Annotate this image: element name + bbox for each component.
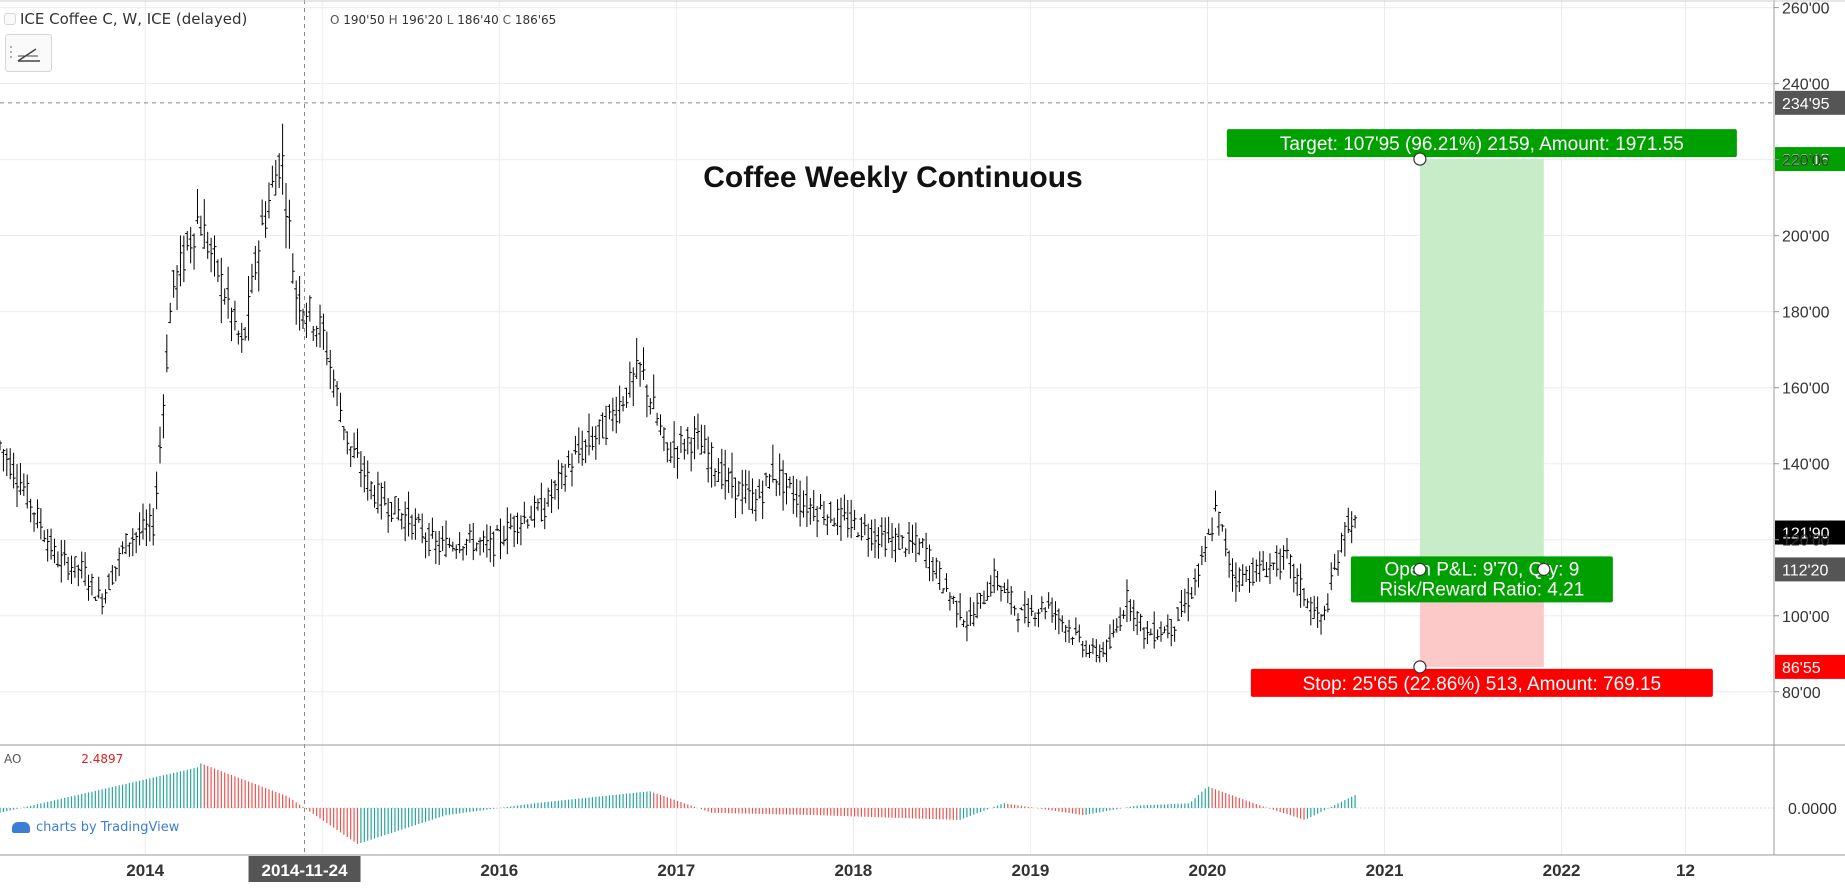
time-tick-label: 2018	[834, 861, 872, 880]
last-price-axis-box	[1775, 520, 1845, 545]
branding-text: charts by TradingView	[36, 820, 180, 835]
ao-name: AO	[4, 752, 22, 766]
tradingview-cloud-icon	[12, 822, 30, 833]
ao-zero-label: 0.0000	[1788, 801, 1837, 818]
target-zone	[1419, 159, 1544, 570]
time-tick-label: 2021	[1366, 861, 1404, 880]
time-tick-label: 2019	[1011, 861, 1049, 880]
position-handle	[1537, 562, 1551, 576]
target-label-box	[1226, 129, 1737, 158]
grid-lines	[0, 0, 1774, 855]
target-axis-label: 220'15	[1782, 152, 1830, 169]
stop-label-box	[1250, 668, 1713, 697]
ohlc-readout: O 190'50 H 196'20 L 186'40 C 186'65	[330, 13, 557, 27]
crosshair-date-box	[248, 856, 361, 882]
time-tick-label: 12	[1676, 861, 1695, 880]
high-value: 196'20	[401, 13, 443, 27]
ao-histogram	[0, 763, 1356, 844]
symbol-title[interactable]: ICE Coffee C, W, ICE (delayed)	[20, 10, 248, 28]
stop-axis-label: 86'55	[1782, 660, 1821, 677]
price-tick-label: 160'00	[1782, 381, 1830, 398]
price-tick-label: 200'00	[1782, 229, 1830, 246]
low-value: 186'40	[457, 13, 499, 27]
ao-value: 2.4897	[81, 752, 124, 766]
pnl-text: Open P&L: 9'70, Qty: 9	[1384, 559, 1579, 580]
time-tick-label: 2016	[480, 861, 518, 880]
target-axis-box	[1775, 147, 1845, 172]
stop-axis-box	[1775, 654, 1845, 679]
position-handle	[1413, 660, 1427, 674]
price-bars	[0, 123, 1358, 663]
time-tick-label: 2022	[1543, 861, 1581, 880]
stop-label-text: Stop: 25'65 (22.86%) 513, Amount: 769.15	[1303, 674, 1662, 695]
tradingview-branding[interactable]: charts by TradingView	[12, 820, 179, 835]
rr-text: Risk/Reward Ratio: 4.21	[1379, 579, 1584, 600]
price-tick-label: 80'00	[1782, 685, 1821, 702]
price-tick-label: 240'00	[1782, 77, 1830, 94]
ao-header[interactable]: AO 2.4897	[4, 752, 123, 766]
position-handle	[1413, 562, 1427, 576]
price-tick-label: 220'00	[1782, 153, 1830, 170]
entry-axis-label: 112'20	[1782, 562, 1828, 579]
trend-angle-icon	[10, 46, 40, 62]
target-label-text: Target: 107'95 (96.21%) 2159, Amount: 19…	[1280, 134, 1684, 155]
price-tick-label: 100'00	[1782, 609, 1830, 626]
chart-title: Coffee Weekly Continuous	[703, 161, 1082, 194]
time-tick-label: 2014	[126, 861, 164, 880]
collapse-toggle[interactable]	[4, 13, 16, 25]
close-value: 186'65	[514, 13, 557, 27]
crosshair-price-label: 234'95	[1782, 96, 1830, 113]
price-tick-label: 120'00	[1782, 533, 1830, 550]
price-tick-label: 260'00	[1782, 1, 1830, 18]
crosshair-price-box	[1775, 90, 1845, 115]
price-tick-label: 140'00	[1782, 457, 1830, 474]
time-tick-label: 2020	[1189, 861, 1227, 880]
price-tick-label: 180'00	[1782, 305, 1830, 322]
time-tick-label: 2017	[657, 861, 695, 880]
crosshair-date-label: 2014-11-24	[262, 861, 349, 880]
position-handle	[1413, 152, 1427, 166]
last-price-axis-label: 121'90	[1782, 526, 1830, 543]
entry-axis-box	[1775, 557, 1845, 582]
open-value: 190'50	[343, 13, 385, 27]
drawing-tools-button[interactable]	[5, 34, 52, 72]
